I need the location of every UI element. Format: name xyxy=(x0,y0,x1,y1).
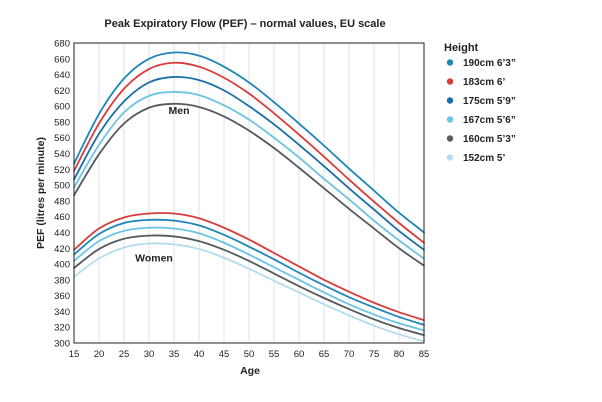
legend-label: 152cm 5’ xyxy=(463,153,505,164)
legend-marker xyxy=(446,59,454,66)
x-tick-label: 60 xyxy=(294,349,305,360)
y-tick-label: 380 xyxy=(54,275,70,286)
annotations: Men Women xyxy=(135,105,189,265)
x-tick-label: 15 xyxy=(69,349,80,360)
legend: 190cm 6’3” 183cm 6’ 175cm 5’9” 167cm 5’6” 16… xyxy=(446,58,516,164)
y-axis-label: PEF (litres per minute) xyxy=(35,137,47,249)
y-tick-label: 460 xyxy=(54,212,70,223)
chart-title: Peak Expiratory Flow (PEF) – normal valu… xyxy=(104,18,385,30)
x-axis-label: Age xyxy=(240,365,260,377)
y-tick-label: 620 xyxy=(54,86,70,97)
y-tick-label: 480 xyxy=(54,196,70,207)
legend-label: 183cm 6’ xyxy=(463,77,505,88)
x-tick-label: 65 xyxy=(319,349,330,360)
x-tick-label: 40 xyxy=(194,349,205,360)
x-tick-label: 30 xyxy=(144,349,155,360)
legend-marker xyxy=(446,78,454,85)
y-tick-labels: 300 320 340 360 380 400 420 440 460 480 500 520 540 5… xyxy=(54,39,70,350)
y-tick-label: 440 xyxy=(54,228,70,239)
y-tick-label: 400 xyxy=(54,260,70,271)
legend-label: 160cm 5’3” xyxy=(463,134,516,145)
y-tick-label: 560 xyxy=(54,133,70,144)
x-tick-labels: 15 20 25 30 35 40 45 50 55 60 65 70 75 80 85 xyxy=(69,349,430,360)
series-line-men xyxy=(73,102,425,267)
x-tick-label: 55 xyxy=(269,349,280,360)
y-tick-label: 420 xyxy=(54,244,70,255)
y-tick-label: 300 xyxy=(54,339,70,350)
series-line-women xyxy=(73,212,425,322)
x-tick-label: 45 xyxy=(219,349,230,360)
series-line-men xyxy=(73,75,425,251)
x-tick-label: 80 xyxy=(394,349,405,360)
annotation-label: Men xyxy=(169,105,190,117)
series-line-women xyxy=(73,218,425,326)
y-tick-label: 660 xyxy=(54,54,70,65)
x-tick-label: 85 xyxy=(419,349,430,360)
y-tick-label: 340 xyxy=(54,307,70,318)
legend-label: 175cm 5’9” xyxy=(463,96,516,107)
series-line-women xyxy=(73,226,425,332)
series-line-men xyxy=(73,61,425,244)
x-tick-label: 50 xyxy=(244,349,255,360)
legend-marker xyxy=(446,135,454,142)
legend-title: Height xyxy=(444,42,479,54)
x-tick-label: 20 xyxy=(94,349,105,360)
series-line-women xyxy=(73,242,425,343)
y-tick-label: 360 xyxy=(54,291,70,302)
legend-marker xyxy=(446,116,454,123)
y-tick-label: 600 xyxy=(54,102,70,113)
y-tick-label: 320 xyxy=(54,323,70,334)
series-lines xyxy=(73,51,425,343)
x-tick-label: 25 xyxy=(119,349,130,360)
y-tick-label: 640 xyxy=(54,70,70,81)
annotation-label: Women xyxy=(135,253,173,265)
series-line-men xyxy=(73,51,425,234)
y-tick-label: 520 xyxy=(54,165,70,176)
y-tick-label: 680 xyxy=(54,39,70,50)
plot-frame xyxy=(73,42,425,344)
series-line-women xyxy=(73,234,425,337)
x-tick-label: 35 xyxy=(169,349,180,360)
y-tick-label: 500 xyxy=(54,181,70,192)
legend-marker xyxy=(446,97,454,104)
y-tick-label: 540 xyxy=(54,149,70,160)
series-line-men xyxy=(73,91,425,260)
legend-marker xyxy=(446,154,454,161)
legend-label: 190cm 6’3” xyxy=(463,58,516,69)
y-tick-label: 580 xyxy=(54,117,70,128)
x-tick-label: 70 xyxy=(344,349,355,360)
legend-label: 167cm 5’6” xyxy=(463,115,516,126)
x-tick-label: 75 xyxy=(369,349,380,360)
